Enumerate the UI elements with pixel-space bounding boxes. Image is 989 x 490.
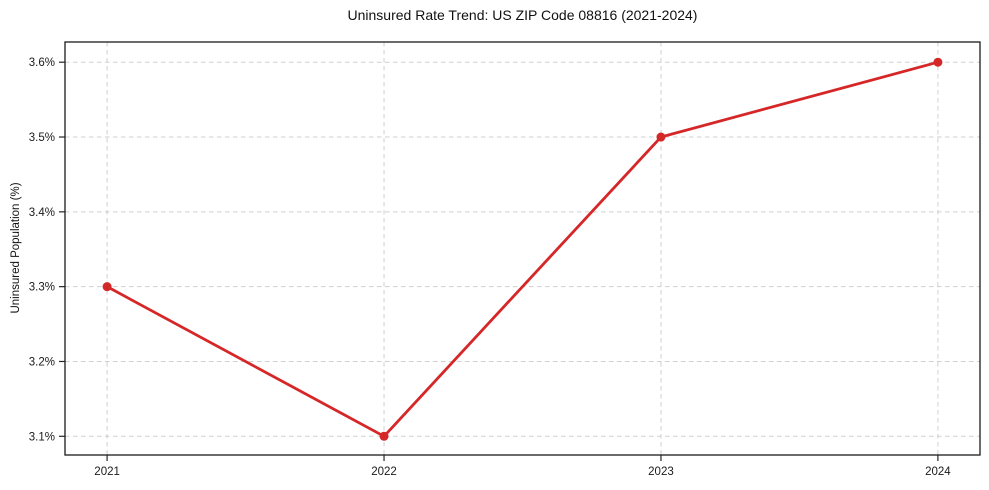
plot-border xyxy=(64,41,981,456)
trend-line xyxy=(105,60,940,438)
y-tick-label: 3.4% xyxy=(29,207,55,219)
y-tick-label: 3.3% xyxy=(29,282,55,294)
data-point-2023 xyxy=(656,132,666,142)
y-tick-label: 3.6% xyxy=(29,57,55,69)
data-point-2021 xyxy=(102,282,112,292)
x-tick-label: 2023 xyxy=(648,466,674,478)
y-tick-label: 3.5% xyxy=(29,132,55,144)
y-tick-label: 3.2% xyxy=(29,356,55,368)
x-tick-label: 2021 xyxy=(94,466,120,478)
chart-title: Uninsured Rate Trend: US ZIP Code 08816 … xyxy=(347,7,698,23)
y-tick-label: 3.1% xyxy=(29,431,55,443)
x-tick-label: 2022 xyxy=(371,466,397,478)
x-tick-label: 2024 xyxy=(925,466,951,478)
data-point-2022 xyxy=(379,431,389,441)
data-point-2024 xyxy=(933,57,943,67)
